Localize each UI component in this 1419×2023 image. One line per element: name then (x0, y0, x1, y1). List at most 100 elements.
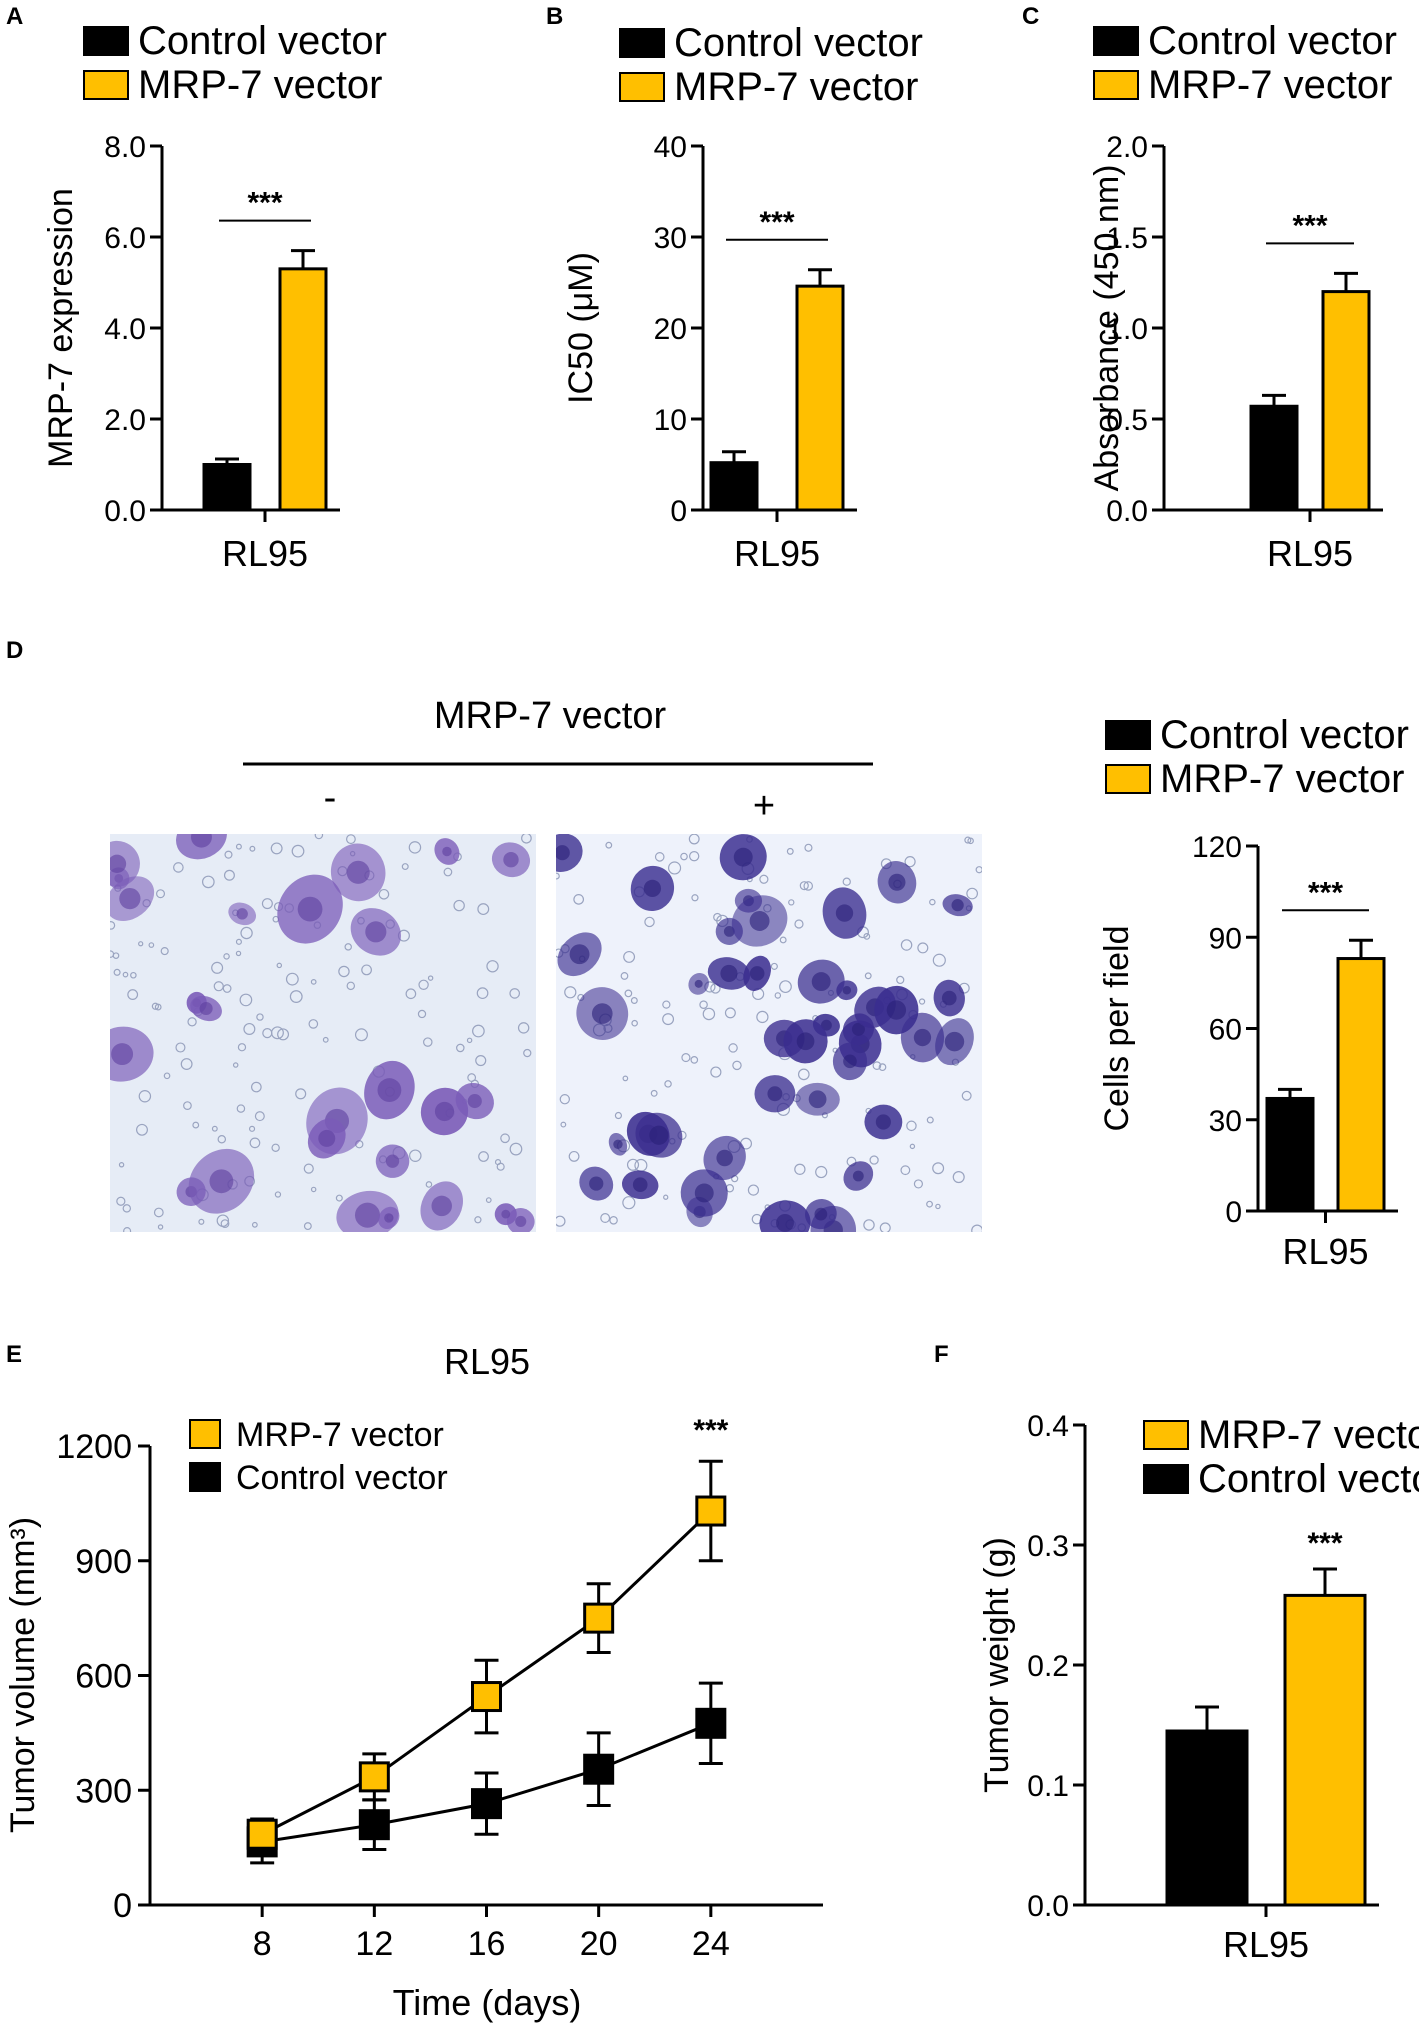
micro-pore (270, 1026, 284, 1040)
micro-nucleus (111, 1043, 134, 1066)
legend-label-c-0: Control vector (1148, 19, 1397, 63)
micro-nucleus (888, 873, 906, 891)
micro-pore (560, 1121, 567, 1128)
micro-pore (254, 1111, 265, 1122)
point-e-0-4 (695, 1495, 727, 1527)
micro-pore (201, 875, 215, 889)
y-tick-label-c-2: 1.0 (1106, 313, 1148, 346)
y-tick-label-e-4: 1200 (56, 1428, 132, 1466)
y-tick-label-b-2: 20 (654, 313, 687, 346)
micro-pore (803, 881, 814, 891)
y-tick-label-a-2: 4.0 (104, 313, 146, 346)
micro-pore (211, 961, 224, 974)
micro-pore (568, 1150, 580, 1162)
micro-pore (794, 919, 804, 929)
micro-pore (156, 889, 166, 899)
micro-pore (620, 972, 629, 980)
micro-pore (797, 1068, 810, 1081)
micrograph-control-image (110, 834, 536, 1232)
micro-pore (952, 1170, 965, 1184)
micro-nucleus (377, 1078, 402, 1103)
micro-nucleus (384, 1213, 394, 1223)
micro-pore (900, 939, 913, 951)
micro-pore (122, 1204, 132, 1213)
legend-swatch-d-1 (1105, 764, 1151, 794)
micro-nucleus (569, 944, 590, 965)
legend-swatch-a-1 (83, 70, 129, 100)
micro-pore (779, 936, 787, 944)
significance-stars-b: *** (759, 206, 794, 239)
micro-nucleus (589, 1176, 604, 1191)
micro-pore (277, 1028, 290, 1041)
micro-pore (116, 1196, 126, 1206)
micro-pore (770, 962, 778, 970)
micro-nucleus (110, 854, 127, 874)
micro-pore (842, 877, 851, 886)
micrograph-control (110, 834, 536, 1232)
micro-pore (690, 1056, 699, 1064)
legend-swatch-e-0 (189, 1419, 221, 1449)
micro-pore (222, 984, 232, 993)
micrograph-plus-label: + (753, 785, 775, 827)
micro-pore (160, 947, 169, 956)
micro-pore (401, 863, 409, 871)
y-tick-label-b-1: 10 (654, 404, 687, 437)
y-tick-label-e-2: 600 (75, 1658, 132, 1696)
y-axis-label-c: Absorbance (450 nm) (1088, 165, 1126, 492)
y-tick-label-f-3: 0.3 (1027, 1530, 1069, 1563)
micro-pore (702, 1007, 716, 1021)
bar-d-0 (1265, 1096, 1315, 1213)
micro-pore (614, 1111, 623, 1120)
micro-pore (240, 926, 253, 940)
micro-pore (338, 965, 350, 978)
micro-pore (110, 950, 115, 958)
micro-nucleus (852, 1170, 864, 1182)
micro-pore (130, 971, 137, 979)
micro-pore (509, 988, 521, 999)
micro-pore (249, 1137, 261, 1149)
micro-pore (688, 834, 700, 845)
micro-pore (878, 1063, 887, 1072)
micro-pore (346, 981, 356, 991)
micro-nucleus (442, 846, 452, 857)
y-tick-label-d-2: 60 (1209, 1014, 1242, 1047)
micro-pore (605, 841, 613, 849)
micro-pore (223, 869, 235, 881)
micro-nucleus (820, 1019, 832, 1031)
micro-pore (631, 1019, 638, 1027)
micro-pore (425, 1181, 433, 1188)
y-axis-label-f: Tumor weight (g) (978, 1537, 1016, 1793)
micro-nucleus (431, 1195, 452, 1217)
y-tick-label-b-3: 30 (654, 222, 687, 255)
micro-pore (198, 1218, 205, 1225)
micro-pore (932, 1162, 945, 1175)
micro-pore (935, 1203, 941, 1210)
micro-pore (630, 997, 638, 1004)
micro-pore (622, 1196, 636, 1210)
micro-pore (918, 998, 926, 1005)
micro-pore (223, 953, 230, 960)
y-tick-label-d-3: 90 (1209, 922, 1242, 955)
micro-nucleus (591, 1003, 613, 1024)
micro-nucleus (385, 1154, 400, 1168)
micro-pore (564, 986, 577, 999)
micrograph-header: MRP-7 vector (434, 695, 667, 737)
micro-nucleus (346, 860, 370, 884)
micro-pore (623, 950, 636, 963)
micro-pore (335, 1194, 343, 1202)
legend-label-f-1: Control vector (1198, 1457, 1419, 1501)
micro-pore (486, 960, 499, 973)
micro-pore (559, 1094, 570, 1105)
micro-pore (523, 1048, 532, 1058)
micro-pore (408, 841, 422, 854)
legend-swatch-c-0 (1093, 26, 1139, 56)
y-tick-label-f-4: 0.4 (1027, 1410, 1069, 1443)
legend-label-f-0: MRP-7 vector (1198, 1413, 1419, 1457)
micro-pore (476, 987, 489, 1000)
micro-nucleus (467, 1094, 482, 1109)
micro-pore (295, 1088, 307, 1100)
micro-pore (303, 1222, 312, 1231)
micro-nucleus (842, 985, 852, 995)
